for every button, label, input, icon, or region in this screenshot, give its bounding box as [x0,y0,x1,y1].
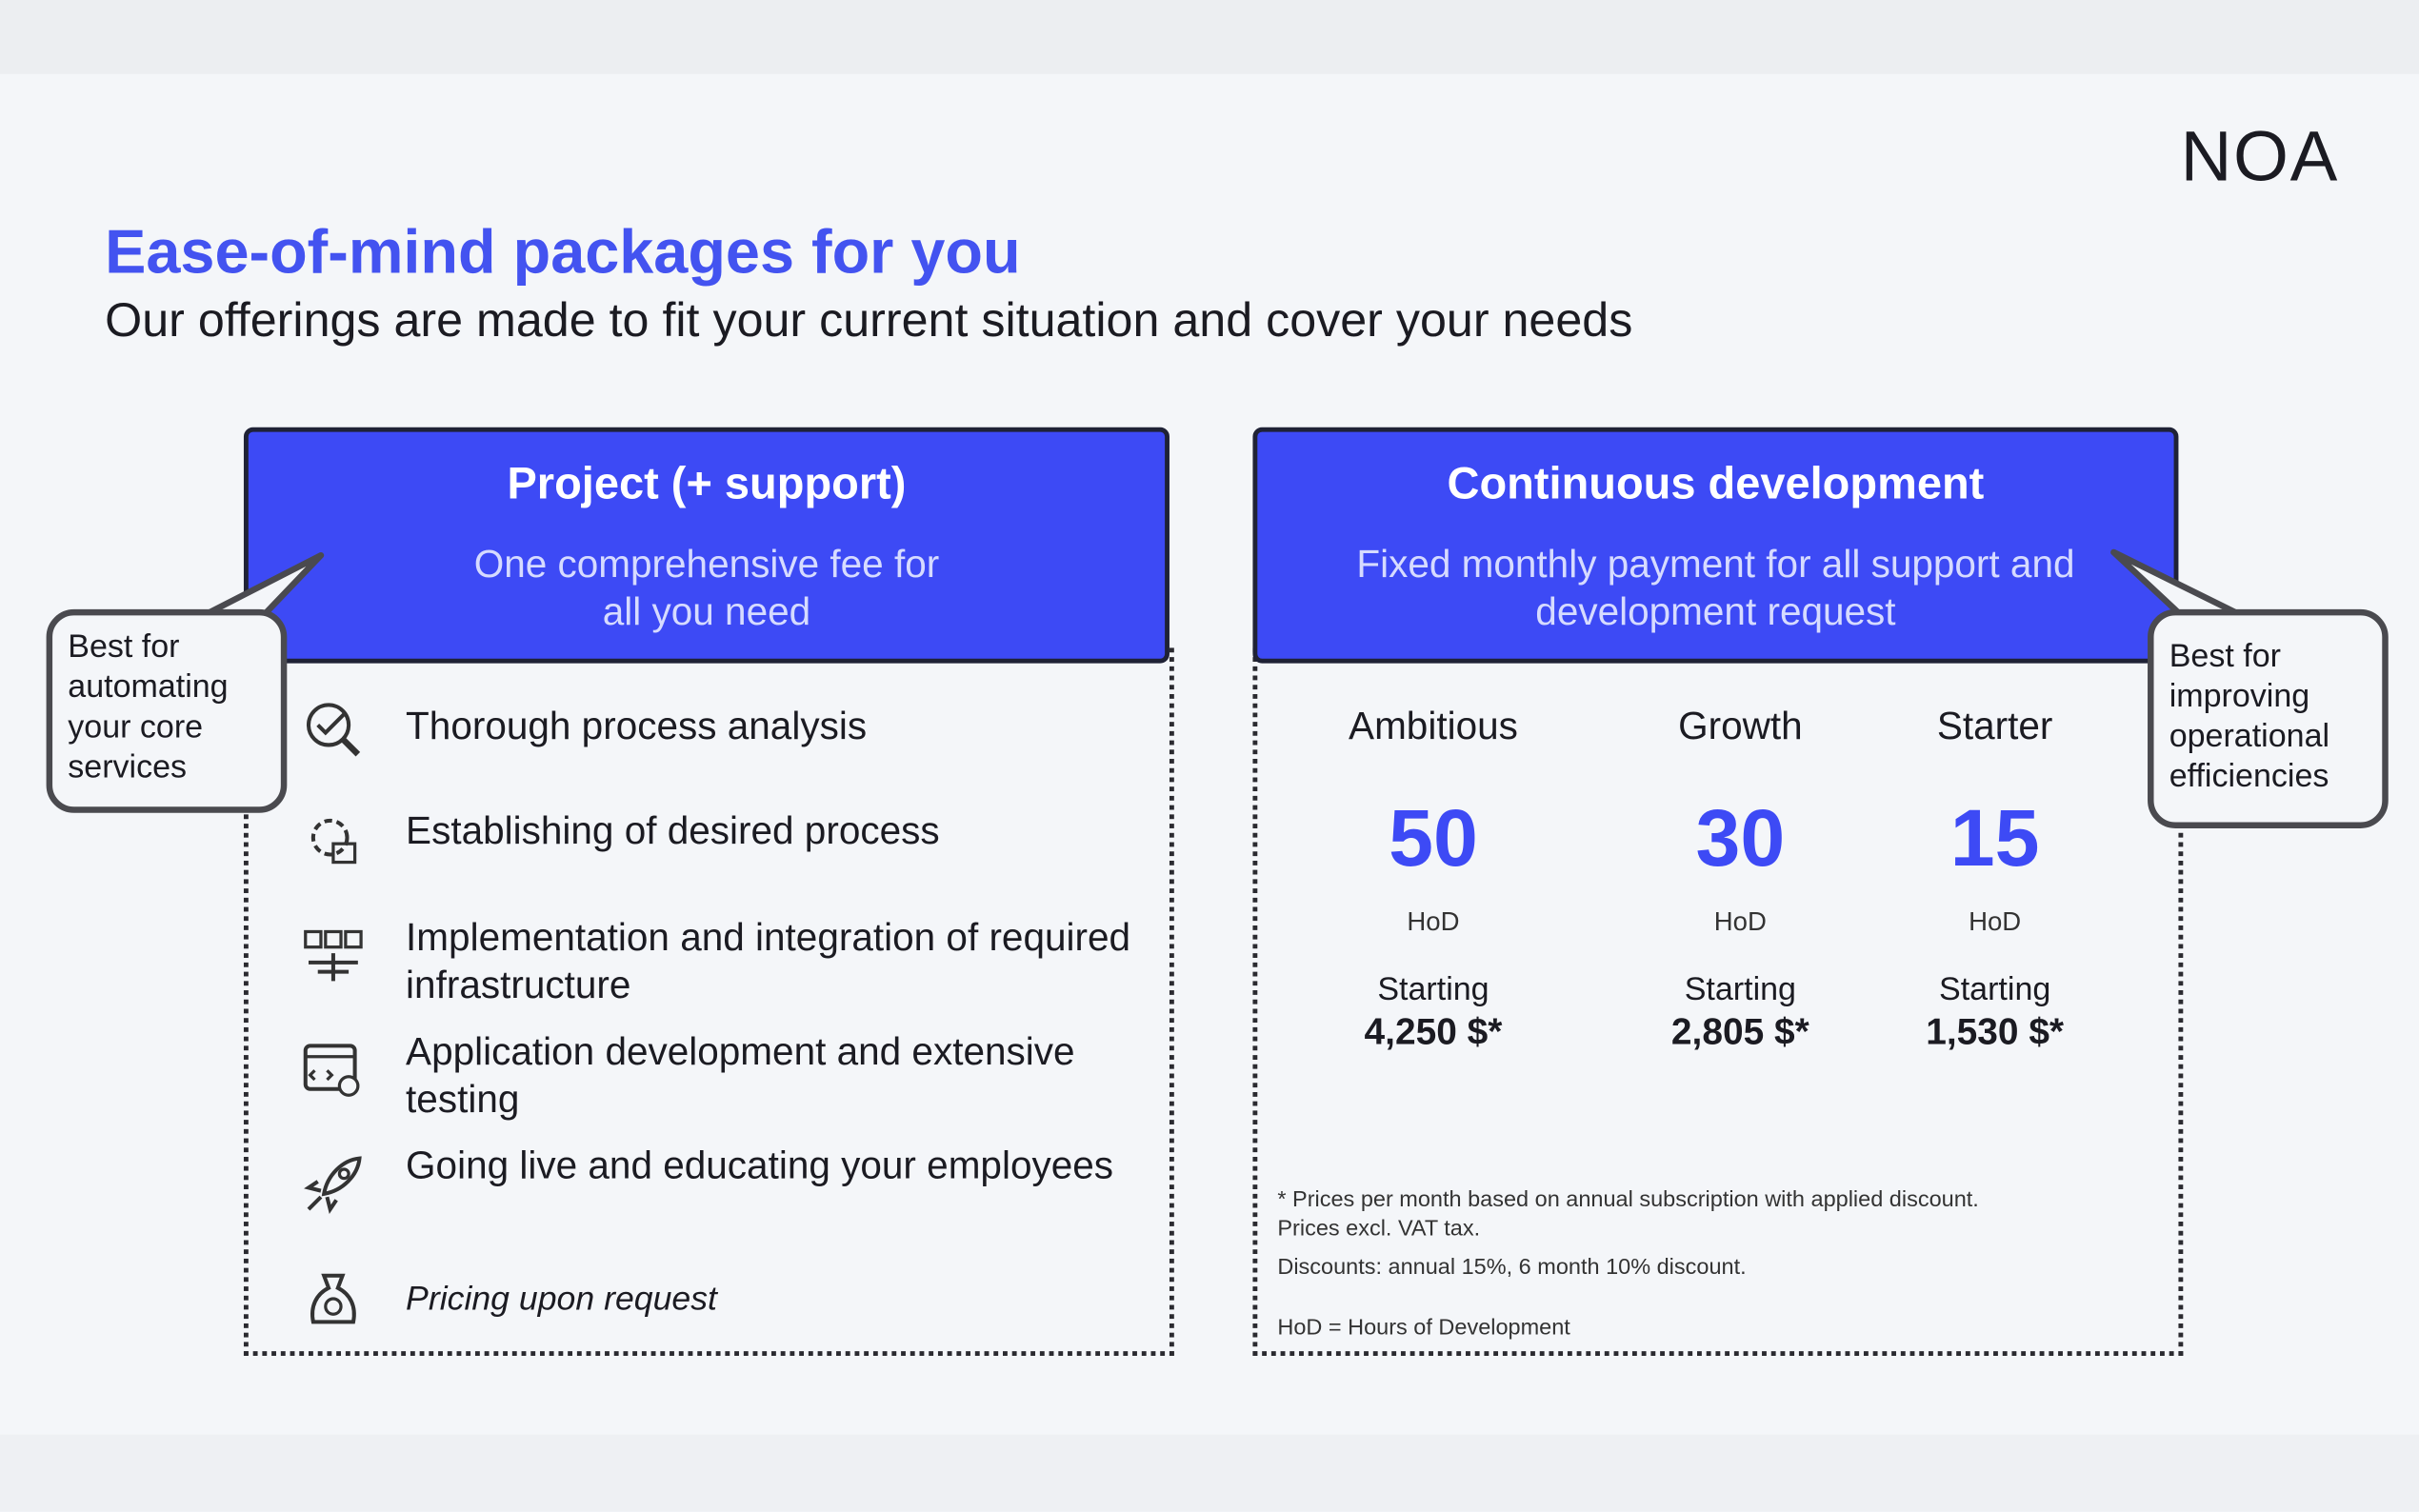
package-title: Continuous development [1447,459,1985,509]
note: Prices excl. VAT tax. [1277,1217,1481,1243]
feature: Implementation and integration of requir… [406,916,1131,1007]
package-description: One comprehensive fee for all you need [473,543,940,634]
note: * Prices per month based on annual subsc… [1277,1187,1979,1213]
tier-price-label: Starting [1377,971,1489,1007]
icon [306,703,361,757]
package-description: Fixed monthly payment for all support an… [1356,543,2075,634]
tier-name: Ambitious [1349,705,1518,748]
feature: Application development and extensive te… [406,1030,1075,1122]
card-header: Project (+ support) One comprehensive fe… [243,427,1170,664]
icon [304,929,363,982]
card-header: Continuous development Fixed monthly pay… [1252,427,2179,664]
note: HoD = Hours of Development [1277,1315,1570,1341]
tier-price: 4,250 $* [1364,1011,1503,1054]
tier-hours: 15 [1949,794,2040,885]
tier: Starter 15 HoD Starting 1,530 $* [1864,705,2126,1055]
tier-price: 1,530 $* [1926,1011,2065,1054]
feature: Pricing upon request [406,1278,717,1318]
icon [310,1273,356,1324]
tier-hours: 50 [1389,794,1478,885]
icon [303,1044,360,1097]
title: Ease-of-mind packages for you [105,219,1021,288]
logo: NOA [2180,115,2339,196]
tier-unit: HoD [1407,906,1460,937]
tier-price-label: Starting [1684,971,1796,1007]
icon [304,1156,362,1215]
feature: Thorough process analysis [406,705,868,748]
callout: Best for automating your core services [46,608,288,813]
feature: Going live and educating your employees [406,1144,1114,1188]
icon [310,818,357,865]
callout-tail [2110,548,2247,620]
subtitle: Our offerings are made to fit your curre… [105,292,1633,348]
package-title: Project (+ support) [507,459,907,509]
tier: Growth 30 HoD Starting 2,805 $* [1609,705,1871,1055]
bottom-band [0,1434,2419,1512]
feature: Establishing of desired process [406,809,940,853]
callout-tail [199,551,325,627]
top-band [0,0,2419,74]
note: Discounts: annual 15%, 6 month 10% disco… [1277,1255,1747,1281]
tier-unit: HoD [1969,906,2022,937]
tier-unit: HoD [1713,906,1767,937]
callout: Best for improving operational efficienc… [2148,608,2389,828]
tier: Ambitious 50 HoD Starting 4,250 $* [1302,705,1564,1055]
tier-name: Growth [1678,705,1803,748]
tier-name: Starter [1936,705,2053,748]
card-body [1252,647,2184,1356]
tier-hours: 30 [1695,794,1786,885]
tier-price-label: Starting [1939,971,2051,1007]
card-body [243,647,1174,1356]
tier-price: 2,805 $* [1670,1011,1809,1054]
